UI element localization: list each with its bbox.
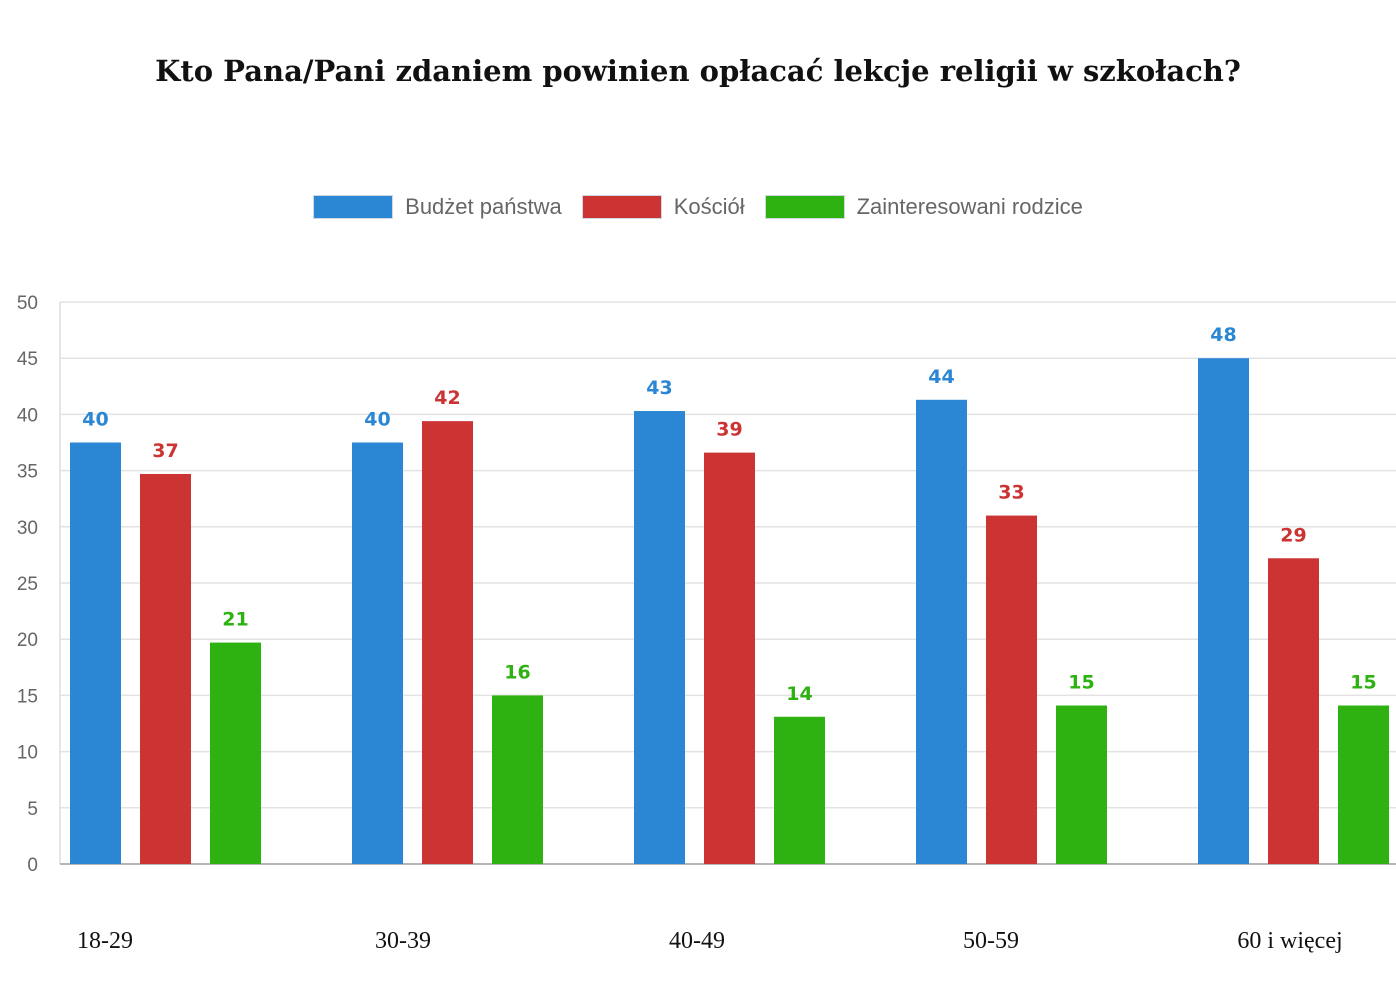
category-label: 50-59	[963, 928, 1019, 954]
value-label: 29	[1280, 524, 1306, 546]
value-label: 15	[1068, 672, 1094, 694]
bar	[1056, 705, 1107, 864]
bar	[352, 442, 403, 864]
value-label: 48	[1210, 324, 1236, 346]
value-label: 43	[646, 377, 672, 399]
legend-swatch-kosciol	[581, 195, 662, 219]
bar	[986, 515, 1037, 864]
bar	[1268, 558, 1319, 864]
chart-title: Kto Pana/Pani zdaniem powinien opłacać l…	[155, 54, 1241, 88]
bar	[492, 695, 543, 864]
bar	[916, 399, 967, 864]
legend-label-kosciol: Kościół	[673, 194, 745, 219]
y-tick-label: 15	[17, 686, 38, 707]
y-tick-label: 20	[17, 630, 38, 651]
bar	[774, 716, 825, 864]
value-label: 42	[434, 387, 460, 409]
y-tick-label: 10	[17, 743, 38, 764]
bar	[210, 642, 261, 864]
value-label: 37	[152, 440, 178, 462]
y-tick-label: 40	[17, 405, 38, 426]
category-label: 60 i więcej	[1237, 928, 1342, 954]
y-tick-label: 35	[17, 462, 38, 483]
category-label: 30-39	[375, 928, 431, 954]
value-label: 40	[364, 409, 390, 431]
bar	[422, 421, 473, 864]
category-label: 40-49	[669, 928, 725, 954]
value-label: 39	[716, 419, 742, 441]
bar	[634, 411, 685, 864]
bar	[704, 452, 755, 864]
bar	[70, 442, 121, 864]
y-tick-label: 30	[17, 518, 38, 539]
value-label: 44	[928, 366, 954, 388]
y-tick-label: 50	[17, 293, 38, 314]
legend-swatch-budzet	[313, 195, 394, 219]
value-label: 15	[1350, 672, 1376, 694]
value-label: 14	[786, 683, 812, 705]
legend-item-rodzice[interactable]: Zainteresowani rodzice	[764, 194, 1083, 220]
category-label: 18-29	[77, 928, 133, 954]
y-tick-label: 0	[27, 855, 38, 876]
bar	[1198, 358, 1249, 864]
legend-label-budzet: Budżet państwa	[405, 194, 562, 219]
legend-item-kosciol[interactable]: Kościół	[581, 194, 745, 220]
y-tick-label: 45	[17, 349, 38, 370]
legend-item-budzet[interactable]: Budżet państwa	[313, 194, 562, 220]
legend: Budżet państwa Kościół Zainteresowani ro…	[0, 194, 1396, 220]
value-label: 21	[222, 609, 248, 631]
bar	[1338, 705, 1389, 864]
value-label: 16	[504, 661, 530, 683]
y-tick-label: 25	[17, 574, 38, 595]
value-label: 40	[82, 409, 108, 431]
y-tick-label: 5	[27, 799, 38, 820]
value-label: 33	[998, 482, 1024, 504]
bar	[140, 473, 191, 864]
legend-swatch-rodzice	[764, 195, 845, 219]
legend-label-rodzice: Zainteresowani rodzice	[856, 194, 1083, 219]
